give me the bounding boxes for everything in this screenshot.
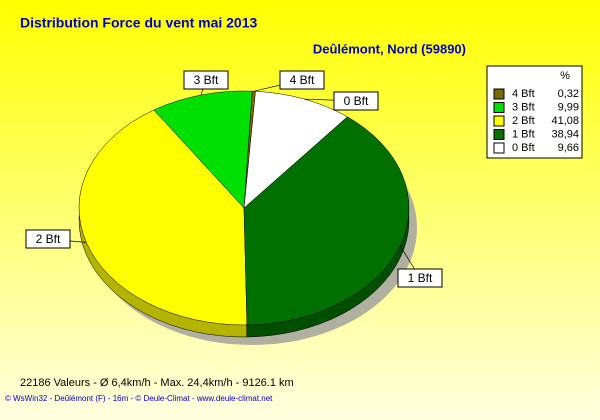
legend-label: 0 Bft: [512, 142, 535, 154]
legend-swatch: [493, 115, 505, 127]
legend-label: 3 Bft: [512, 101, 535, 113]
legend-label: 2 Bft: [512, 115, 535, 127]
chart-title: Distribution Force du vent mai 2013: [20, 15, 257, 31]
legend-title: %: [560, 70, 570, 82]
legend-value: 9,99: [558, 101, 579, 113]
legend-value: 41,08: [551, 115, 579, 127]
label-box: [279, 70, 325, 90]
legend-label: 4 Bft: [512, 88, 535, 100]
legend-swatch: [493, 142, 505, 154]
label-box: [333, 91, 379, 111]
legend-value: 38,94: [551, 128, 579, 140]
legend-swatch: [493, 129, 505, 140]
slice-label: 3 Bft: [194, 73, 219, 87]
legend-value: 0,32: [558, 88, 579, 100]
label-box: [183, 70, 229, 90]
slice-label: 1 Bft: [408, 271, 433, 285]
credit: © WsWin32 - Deûlémont (F) - 16m - © Deul…: [5, 394, 273, 403]
label-box: [25, 229, 71, 249]
slice-label: 2 Bft: [36, 232, 61, 246]
legend-swatch: [493, 102, 505, 113]
footer: 22186 Valeurs - Ø 6,4km/h - Max. 24,4km/…: [20, 377, 294, 389]
slice: [78, 109, 248, 326]
slice: [153, 90, 253, 209]
slice: [243, 116, 410, 326]
label-box: [397, 268, 443, 288]
slice-label: 4 Bft: [290, 73, 315, 87]
legend-label: 1 Bft: [512, 128, 535, 140]
chart-subtitle: Deûlémont, Nord (59890): [313, 41, 466, 56]
legend-value: 9,66: [558, 142, 579, 154]
legend-swatch: [493, 88, 505, 100]
slice-label: 0 Bft: [344, 94, 369, 108]
